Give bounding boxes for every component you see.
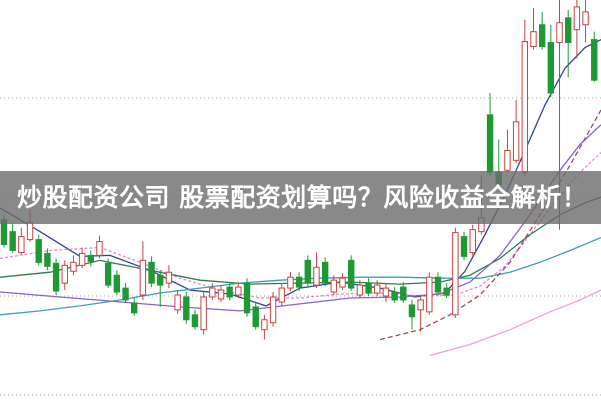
ma-teal bbox=[0, 236, 601, 316]
ma-pink-slow bbox=[429, 289, 601, 357]
ma-pink bbox=[0, 152, 601, 299]
ma-green bbox=[0, 196, 601, 285]
candle-layer bbox=[0, 0, 598, 340]
grid-layer bbox=[0, 97, 601, 396]
headline-overlay: 炒股配资公司 股票配资划算吗？风险收益全解析！ bbox=[0, 171, 601, 224]
headline-text: 炒股配资公司 股票配资划算吗？风险收益全解析！ bbox=[17, 183, 588, 212]
